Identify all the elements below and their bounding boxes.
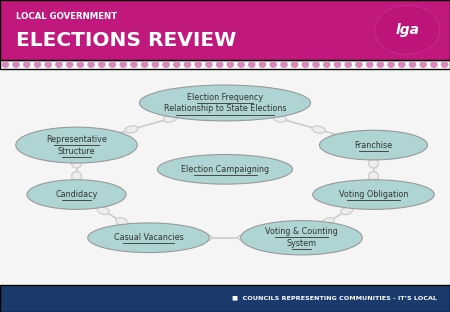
Ellipse shape — [216, 61, 224, 68]
Ellipse shape — [280, 61, 288, 68]
Ellipse shape — [194, 61, 202, 68]
Ellipse shape — [198, 234, 212, 241]
Ellipse shape — [152, 61, 159, 68]
FancyBboxPatch shape — [0, 285, 450, 312]
Ellipse shape — [238, 234, 252, 241]
Ellipse shape — [66, 61, 73, 68]
Ellipse shape — [226, 61, 234, 68]
Text: Voting Obligation: Voting Obligation — [339, 190, 408, 199]
Ellipse shape — [88, 223, 209, 253]
Ellipse shape — [184, 61, 191, 68]
Ellipse shape — [125, 126, 138, 133]
Ellipse shape — [173, 61, 180, 68]
Ellipse shape — [12, 61, 20, 68]
Ellipse shape — [16, 127, 137, 163]
Ellipse shape — [313, 180, 434, 209]
Ellipse shape — [109, 61, 116, 68]
Ellipse shape — [366, 61, 374, 68]
Ellipse shape — [27, 180, 126, 209]
Text: ELECTIONS REVIEW: ELECTIONS REVIEW — [16, 31, 236, 50]
Ellipse shape — [237, 61, 245, 68]
Ellipse shape — [130, 61, 138, 68]
FancyBboxPatch shape — [0, 0, 450, 60]
Ellipse shape — [312, 61, 320, 68]
Text: ■  COUNCILS REPRESENTING COMMUNITIES - IT’S LOCAL: ■ COUNCILS REPRESENTING COMMUNITIES - IT… — [231, 296, 436, 301]
FancyBboxPatch shape — [0, 60, 450, 69]
Ellipse shape — [45, 61, 52, 68]
Ellipse shape — [344, 61, 352, 68]
Ellipse shape — [369, 172, 378, 181]
Ellipse shape — [248, 61, 256, 68]
Ellipse shape — [441, 61, 449, 68]
Ellipse shape — [320, 130, 428, 160]
Ellipse shape — [116, 218, 128, 226]
Text: LOCAL GOVERNMENT: LOCAL GOVERNMENT — [16, 12, 117, 21]
Ellipse shape — [98, 61, 106, 68]
Ellipse shape — [141, 61, 148, 68]
Ellipse shape — [140, 85, 310, 121]
Ellipse shape — [355, 61, 363, 68]
Ellipse shape — [430, 61, 438, 68]
Ellipse shape — [409, 61, 416, 68]
Ellipse shape — [302, 61, 309, 68]
Ellipse shape — [322, 218, 334, 226]
Ellipse shape — [291, 61, 298, 68]
Ellipse shape — [55, 61, 63, 68]
Ellipse shape — [97, 207, 109, 215]
Text: Candidacy: Candidacy — [55, 190, 98, 199]
Ellipse shape — [419, 61, 427, 68]
Ellipse shape — [274, 115, 287, 122]
Text: Franchise: Franchise — [355, 141, 392, 149]
Text: Casual Vacancies: Casual Vacancies — [113, 233, 184, 242]
Ellipse shape — [205, 61, 213, 68]
Ellipse shape — [162, 61, 170, 68]
Text: Election Frequency: Election Frequency — [187, 93, 263, 101]
Ellipse shape — [387, 61, 395, 68]
Ellipse shape — [23, 61, 31, 68]
Text: Relationship to State Elections: Relationship to State Elections — [164, 105, 286, 113]
Text: Voting & Counting: Voting & Counting — [265, 227, 338, 236]
Ellipse shape — [374, 5, 440, 55]
Text: Election Campaigning: Election Campaigning — [181, 165, 269, 174]
Ellipse shape — [312, 126, 325, 133]
Ellipse shape — [241, 221, 362, 255]
Ellipse shape — [158, 154, 292, 184]
Text: Structure: Structure — [58, 147, 95, 155]
Ellipse shape — [398, 61, 405, 68]
Text: Representative: Representative — [46, 135, 107, 144]
Ellipse shape — [76, 61, 84, 68]
Text: System: System — [287, 239, 316, 248]
Ellipse shape — [72, 159, 81, 168]
Ellipse shape — [87, 61, 95, 68]
Ellipse shape — [334, 61, 341, 68]
Ellipse shape — [119, 61, 127, 68]
Ellipse shape — [163, 115, 176, 122]
Ellipse shape — [72, 172, 81, 181]
Ellipse shape — [323, 61, 331, 68]
Ellipse shape — [34, 61, 41, 68]
Ellipse shape — [270, 61, 277, 68]
Ellipse shape — [341, 207, 353, 215]
Ellipse shape — [369, 159, 378, 168]
Ellipse shape — [259, 61, 266, 68]
Text: lga: lga — [395, 23, 419, 37]
Ellipse shape — [377, 61, 384, 68]
Ellipse shape — [1, 61, 9, 68]
